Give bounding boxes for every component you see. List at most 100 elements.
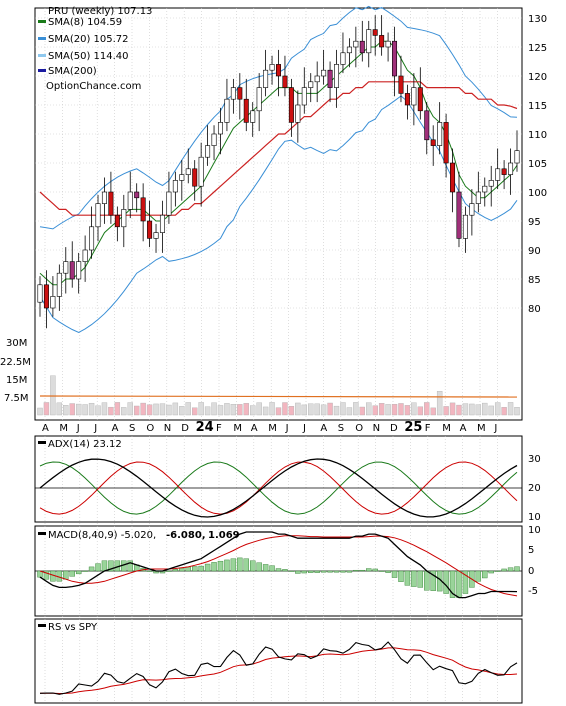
candle-body [475, 191, 481, 204]
volume-bar [256, 402, 262, 416]
macd-hist-bar [507, 567, 514, 572]
macd-hist-bar [320, 570, 327, 573]
volume-bar [359, 406, 365, 416]
volume-bar [288, 406, 295, 416]
rs-swatch [38, 624, 46, 627]
candle-body [69, 261, 75, 280]
rs-line [39, 641, 518, 695]
volume-bar [82, 404, 88, 416]
sma200-swatch [38, 69, 46, 72]
candle-body [301, 87, 307, 106]
macd-hist-bar [172, 569, 179, 572]
volume-bar [327, 402, 333, 416]
volume-axis: 30M 22.5M 15M 7.5M [0, 338, 31, 404]
macd-hist-bar [179, 567, 185, 572]
month-label: D [390, 423, 398, 434]
volume-bar [179, 406, 185, 416]
volume-bar [88, 402, 95, 416]
candle-body [404, 93, 410, 106]
candle-body [205, 145, 211, 158]
volume-bar [146, 404, 153, 416]
candle-body [308, 81, 314, 88]
volume-bar [372, 405, 378, 416]
volume-bar [462, 403, 469, 416]
candle-body [456, 191, 462, 239]
candle-body [430, 139, 436, 146]
volume-bar [114, 402, 121, 416]
volume-bar [482, 402, 488, 416]
macd-hist-bar [295, 570, 301, 574]
macd-lines [37, 531, 520, 599]
macd-hist-bar [366, 568, 372, 572]
month-label: J [93, 423, 97, 434]
rs-label: RS vs SPY [48, 622, 98, 633]
macd-tick: 0 [528, 566, 534, 577]
macd-hist-bar [340, 570, 346, 573]
volume-bar [101, 402, 108, 416]
price-tick: 80 [528, 304, 541, 315]
macd-tick: 5 [528, 545, 534, 556]
price-tick: 110 [528, 130, 547, 141]
volume-bar [75, 403, 82, 416]
macd-hist-bar [192, 566, 198, 572]
candle-body [243, 98, 249, 123]
month-label: A [112, 423, 119, 434]
volume-bar [398, 403, 404, 416]
month-label: S [338, 423, 344, 434]
candle-body [353, 40, 359, 48]
candle-body [63, 261, 69, 274]
candle-body [121, 209, 127, 228]
month-label: J [76, 423, 80, 434]
macd-hist-bar [75, 570, 82, 575]
macd-signal-line [39, 535, 518, 597]
macd-hist-bar [333, 570, 340, 573]
month-label: 25 [404, 420, 422, 435]
legend-sma8: SMA(8) 104.59 [48, 17, 122, 28]
candle-body [82, 249, 88, 262]
candle-body [43, 284, 49, 309]
volume-bar [275, 407, 282, 416]
candle-body [379, 35, 385, 48]
candle-body [346, 46, 352, 54]
macd-signal-value: -6.080, [166, 530, 206, 541]
macd-hist-bar [346, 570, 353, 573]
candle-body [172, 180, 178, 193]
month-label: M [268, 423, 277, 434]
candle-body [327, 69, 333, 88]
volume-tick: 30M [6, 338, 27, 349]
macd-hist-bar [269, 565, 275, 572]
volume-bar [243, 403, 249, 416]
macd-hist-bar [108, 560, 114, 572]
candle-body [192, 168, 198, 187]
volume-bar [269, 402, 275, 416]
volume-bar [108, 406, 114, 416]
adx-lines [39, 458, 518, 518]
volume-bar [494, 402, 501, 416]
month-label: F [425, 423, 431, 434]
macd-hist-bar [501, 568, 507, 572]
volume-bar [153, 403, 159, 416]
price-tick: 130 [528, 14, 547, 25]
month-label: J [493, 423, 497, 434]
macd-hist-bar [282, 569, 288, 572]
month-label: J [285, 423, 289, 434]
volume-bar [314, 403, 320, 416]
candle-body [314, 75, 320, 83]
volume-bar [424, 402, 430, 416]
month-label: D [181, 423, 189, 434]
candle-body [166, 191, 172, 216]
sma20-swatch [38, 37, 46, 40]
candle-body [508, 162, 514, 175]
macd-hist-bar [198, 565, 204, 572]
candle-body [95, 203, 101, 228]
candle-body [237, 87, 243, 100]
volume-bar [295, 402, 301, 416]
adx-tick: 20 [528, 483, 541, 494]
macd-hist-bar [411, 570, 417, 587]
legend-sma200: SMA(200) [48, 66, 97, 77]
candle-body [488, 180, 494, 187]
macd-hist-bar [288, 570, 295, 572]
candle-body [147, 220, 153, 239]
candle-body [417, 87, 423, 112]
